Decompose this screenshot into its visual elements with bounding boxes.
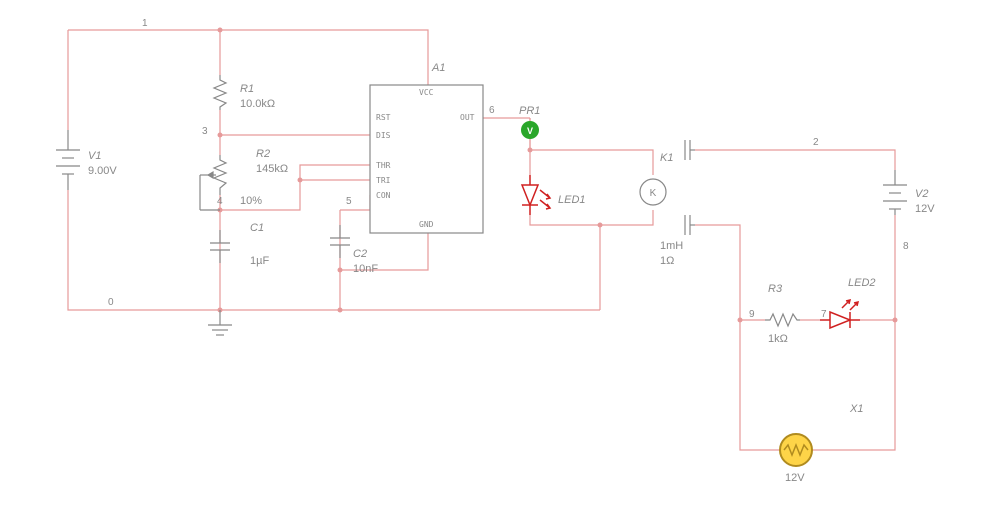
k1-ref: K1: [660, 152, 673, 164]
pin-con: CON: [376, 191, 390, 200]
a1-ref: A1: [432, 62, 445, 74]
node-6: 6: [489, 105, 495, 116]
x1-ref: X1: [850, 403, 863, 415]
resistor-r1: [214, 75, 226, 110]
pin-dis: DIS: [376, 131, 390, 140]
lamp-x1: [780, 434, 812, 466]
r2-value: 145kΩ: [256, 163, 288, 175]
led1-ref: LED1: [558, 194, 586, 206]
x1-value: 12V: [785, 472, 805, 484]
c2-value: 10nF: [353, 263, 378, 275]
node-8: 8: [903, 241, 909, 252]
node-9: 9: [749, 309, 755, 320]
pin-tri: TRI: [376, 176, 390, 185]
r1-value: 10.0kΩ: [240, 98, 275, 110]
k1-v1: 1mH: [660, 240, 683, 252]
node-2: 2: [813, 137, 819, 148]
led2-ref: LED2: [848, 277, 876, 289]
pin-gnd: GND: [419, 220, 433, 229]
v1-value: 9.00V: [88, 165, 117, 177]
node-3: 3: [202, 126, 208, 137]
led1-symbol: [522, 175, 550, 215]
svg-text:K: K: [650, 188, 657, 199]
r1-ref: R1: [240, 83, 254, 95]
c1-value: 1µF: [250, 255, 269, 267]
pr1-ref: PR1: [519, 105, 540, 117]
ground-symbol: [208, 310, 232, 335]
resistor-r3: [765, 314, 800, 326]
r3-value: 1kΩ: [768, 333, 788, 345]
v2-value: 12V: [915, 203, 935, 215]
r2-ref: R2: [256, 148, 270, 160]
r3-ref: R3: [768, 283, 782, 295]
node-1: 1: [142, 18, 148, 29]
c2-ref: C2: [353, 248, 367, 260]
node-0: 0: [108, 297, 114, 308]
node-4: 4: [217, 196, 223, 207]
pin-out: OUT: [460, 113, 474, 122]
svg-text:V: V: [527, 126, 533, 136]
r2-extra: 10%: [240, 195, 262, 207]
pin-vcc: VCC: [419, 88, 433, 97]
battery-v2: [883, 170, 907, 215]
v1-ref: V1: [88, 150, 101, 162]
probe-pr1: V: [521, 121, 539, 139]
c1-ref: C1: [250, 222, 264, 234]
node-7: 7: [821, 309, 827, 320]
circuit-canvas: K V: [0, 0, 1002, 510]
ic-a1: [370, 85, 483, 233]
junction-dots: [218, 28, 898, 323]
battery-v1: [56, 130, 80, 190]
pin-thr: THR: [376, 161, 390, 170]
pin-rst: RST: [376, 113, 390, 122]
v2-ref: V2: [915, 188, 928, 200]
node-5: 5: [346, 196, 352, 207]
k1-v2: 1Ω: [660, 255, 674, 267]
